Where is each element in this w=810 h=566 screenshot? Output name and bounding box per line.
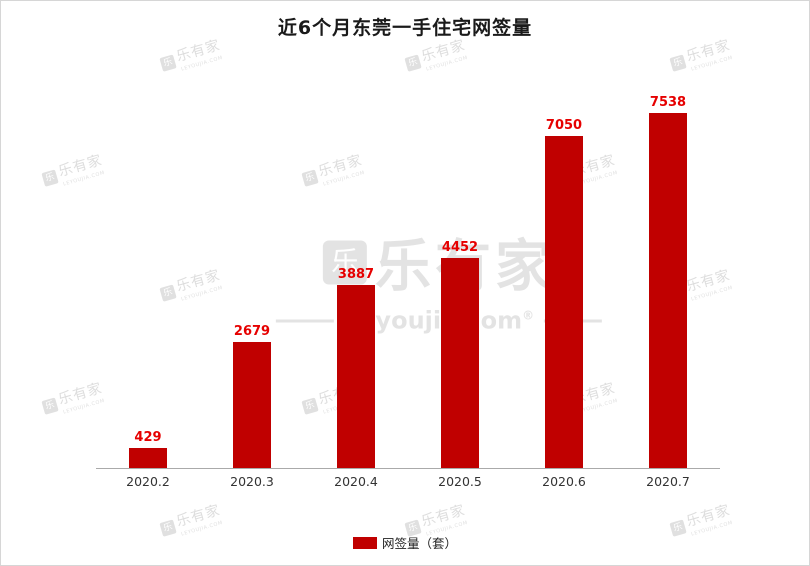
bar-group: 7050 bbox=[512, 88, 616, 468]
x-tick-label: 2020.5 bbox=[438, 474, 482, 489]
bar bbox=[129, 448, 167, 468]
x-tick-label: 2020.7 bbox=[646, 474, 690, 489]
bar-value-label: 4452 bbox=[441, 240, 479, 255]
bar-group: 7538 bbox=[616, 88, 720, 468]
bar bbox=[545, 136, 583, 468]
chart-title: 近6个月东莞一手住宅网签量 bbox=[277, 17, 533, 39]
bar-value-label: 429 bbox=[134, 430, 162, 445]
bar bbox=[233, 342, 271, 468]
bar bbox=[337, 285, 375, 468]
watermark-logo-icon: 乐 bbox=[41, 396, 59, 415]
watermark-logo-icon: 乐 bbox=[159, 53, 177, 72]
bar bbox=[649, 113, 687, 468]
x-tick-label: 2020.3 bbox=[230, 474, 274, 489]
watermark-logo-icon: 乐 bbox=[41, 168, 59, 187]
x-tick-label: 2020.6 bbox=[542, 474, 586, 489]
x-tick-label: 2020.2 bbox=[126, 474, 170, 489]
watermark-logo-icon: 乐 bbox=[404, 53, 422, 72]
bar-group: 429 bbox=[96, 88, 200, 468]
legend-swatch bbox=[352, 536, 377, 549]
legend-label: 网签量（套） bbox=[381, 536, 457, 551]
bar-value-label: 7050 bbox=[545, 118, 583, 133]
bar-group: 3887 bbox=[304, 88, 408, 468]
x-axis: 2020.2 2020.3 2020.4 2020.5 2020.6 2020.7 bbox=[96, 474, 720, 489]
x-tick-label: 2020.4 bbox=[334, 474, 378, 489]
plot-area: 429 2679 3887 4452 7050 7538 bbox=[96, 88, 720, 469]
legend: 网签量（套） bbox=[1, 533, 809, 552]
bar-value-label: 7538 bbox=[649, 95, 687, 110]
bar-group: 2679 bbox=[200, 88, 304, 468]
bar-value-label: 2679 bbox=[233, 324, 271, 339]
bar bbox=[441, 258, 479, 468]
bar-group: 4452 bbox=[408, 88, 512, 468]
bar-value-label: 3887 bbox=[337, 267, 375, 282]
watermark-logo-icon: 乐 bbox=[669, 53, 687, 72]
